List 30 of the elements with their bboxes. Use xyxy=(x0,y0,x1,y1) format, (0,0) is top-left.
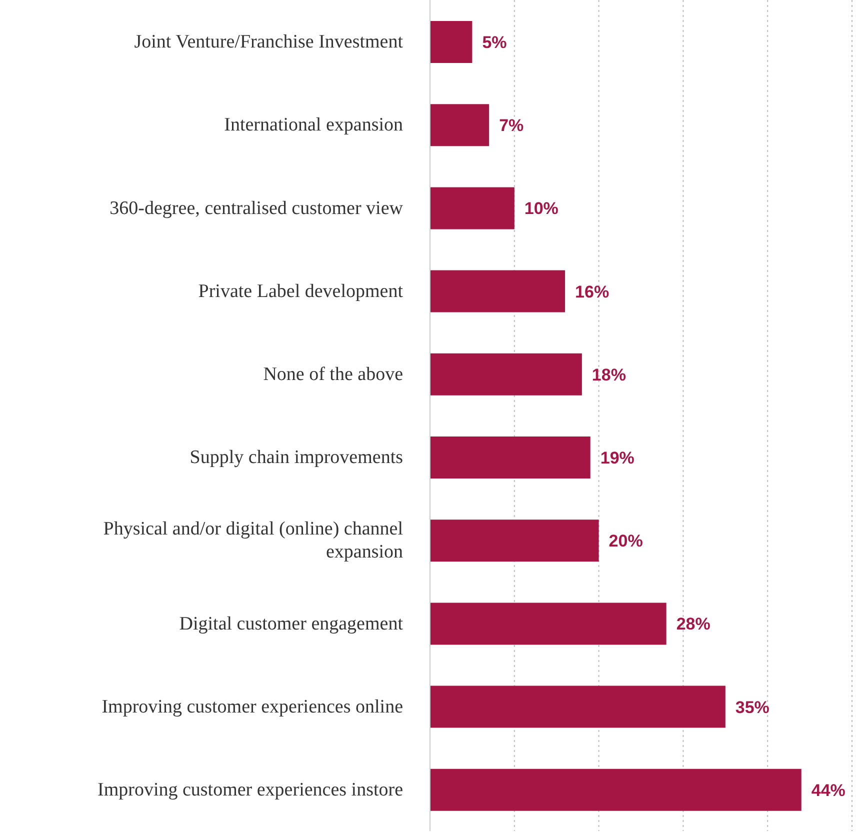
bar xyxy=(430,104,490,146)
y-tick-label: Joint Venture/Franchise Investment xyxy=(134,31,404,52)
data-label: 44% xyxy=(811,780,846,800)
bar xyxy=(430,768,802,811)
bar xyxy=(430,187,514,230)
bar xyxy=(430,270,566,312)
y-tick-label: Physical and/or digital (online) channel expansion xyxy=(103,518,404,562)
bar xyxy=(430,436,590,478)
y-tick-label: Digital customer engagement xyxy=(179,612,404,634)
data-label: 16% xyxy=(575,282,610,302)
data-label: 19% xyxy=(600,448,634,468)
bar xyxy=(430,686,726,728)
y-tick-label: 360-degree, centralised customer view xyxy=(110,197,404,218)
y-tick-label: Improving customer experiences online xyxy=(102,696,403,717)
data-label: 5% xyxy=(482,33,507,52)
y-tick-label: None of the above xyxy=(263,363,403,384)
y-tick-label: International expansion xyxy=(224,114,404,136)
bar xyxy=(430,21,472,63)
bar xyxy=(430,520,599,562)
data-label: 28% xyxy=(676,614,710,634)
y-tick-label: Private Label development xyxy=(198,280,404,302)
data-label: 20% xyxy=(608,532,643,551)
bar xyxy=(430,602,666,645)
data-label: 10% xyxy=(524,199,558,218)
y-tick-label: Improving customer experiences instore xyxy=(98,778,403,800)
data-label: 18% xyxy=(592,365,626,384)
data-label: 7% xyxy=(499,116,524,136)
bar xyxy=(430,353,582,396)
data-label: 35% xyxy=(735,698,770,717)
y-tick-label: Supply chain improvements xyxy=(190,446,403,468)
